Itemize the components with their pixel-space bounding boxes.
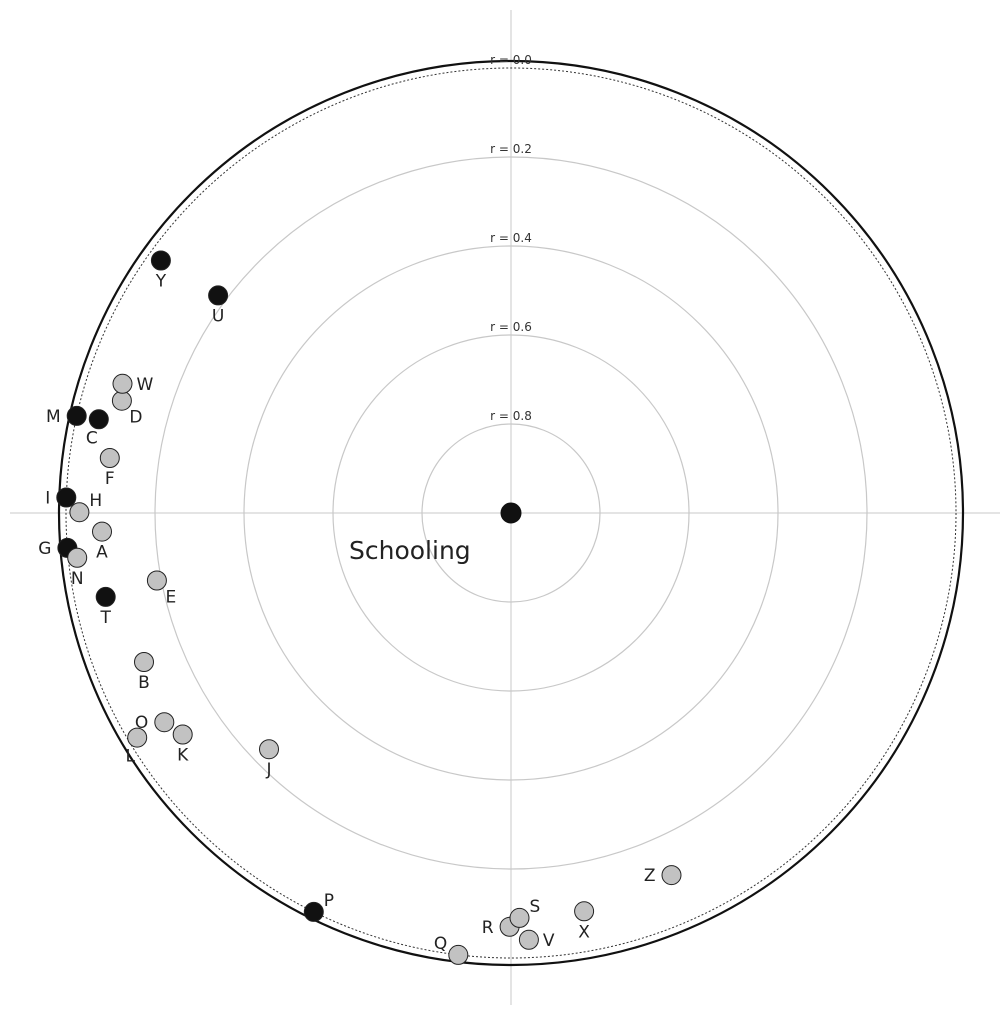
- point-f: [99, 448, 120, 468]
- point-labels-layer: A B C D E F G H I J K L M N O P Q R S T U V W X Y Z: [38, 272, 655, 954]
- point-p: [303, 901, 324, 922]
- grid-layer: [10, 10, 1000, 1005]
- point-n: [67, 547, 88, 568]
- grid-ring: [154, 156, 868, 870]
- grid-ring: [65, 67, 957, 959]
- point-label-q: Q: [434, 934, 447, 954]
- point-label-n: N: [71, 569, 84, 589]
- point-y: [150, 250, 171, 271]
- point-label-o: O: [135, 713, 148, 733]
- center-point: [500, 502, 522, 524]
- grid-ring: [421, 423, 601, 603]
- ring-tick-label: r = 0.8: [490, 409, 532, 423]
- point-b: [134, 652, 154, 672]
- point-w: [112, 373, 133, 394]
- point-m: [66, 405, 87, 426]
- point-label-t: T: [100, 608, 112, 628]
- point-label-e: E: [166, 588, 177, 608]
- point-j: [259, 739, 279, 760]
- center-layer: Schooling: [349, 502, 522, 565]
- ring-tick-label: r = 0.4: [490, 231, 532, 245]
- point-i: [56, 487, 77, 508]
- outer-frame-circle: [57, 59, 965, 967]
- point-q: [448, 944, 469, 965]
- point-v: [518, 929, 539, 950]
- point-label-y: Y: [155, 272, 167, 292]
- center-label: Schooling: [349, 536, 471, 565]
- point-label-l: L: [125, 747, 135, 767]
- point-label-m: M: [46, 407, 61, 427]
- point-s: [509, 907, 530, 928]
- point-k: [172, 724, 193, 745]
- point-label-d: D: [129, 408, 142, 428]
- point-label-h: H: [89, 491, 102, 511]
- grid-ring: [332, 334, 690, 692]
- point-x: [574, 901, 595, 922]
- point-label-z: Z: [644, 866, 656, 886]
- point-label-v: V: [543, 931, 555, 951]
- point-label-c: C: [86, 428, 98, 448]
- point-label-u: U: [212, 306, 224, 326]
- point-z: [661, 865, 682, 886]
- point-label-s: S: [530, 897, 541, 917]
- ring-tick-label: r = 0.6: [490, 320, 532, 334]
- point-label-b: B: [138, 673, 150, 693]
- point-label-i: I: [45, 489, 50, 509]
- point-label-k: K: [177, 746, 189, 766]
- point-t: [95, 586, 116, 607]
- point-l: [127, 727, 148, 748]
- ring-tick-label: r = 0.0: [490, 53, 532, 67]
- point-u: [208, 285, 229, 306]
- point-label-a: A: [96, 543, 108, 563]
- point-label-p: P: [324, 891, 334, 911]
- point-label-x: X: [578, 922, 590, 942]
- grid-ring: [243, 245, 779, 781]
- point-o: [154, 712, 175, 733]
- point-label-r: R: [482, 918, 494, 938]
- point-a: [92, 521, 112, 542]
- point-label-j: J: [265, 760, 271, 780]
- points-layer: [56, 250, 682, 965]
- point-label-w: W: [137, 375, 154, 395]
- point-label-f: F: [105, 469, 115, 489]
- ring-tick-label: r = 0.2: [490, 142, 532, 156]
- point-h: [69, 502, 90, 523]
- point-c: [88, 409, 109, 430]
- ring-labels: r = 0.0 r = 0.2 r = 0.4 r = 0.6 r = 0.8: [490, 53, 532, 423]
- point-label-g: G: [38, 539, 51, 559]
- point-e: [146, 570, 167, 591]
